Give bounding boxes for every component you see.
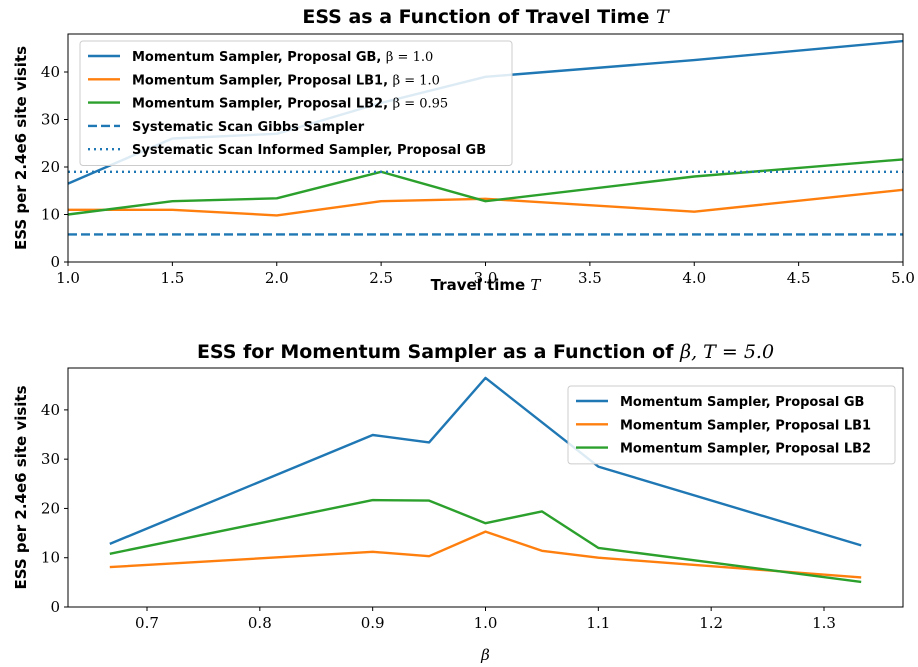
legend-box [79,40,513,166]
legend-label: Momentum Sampler, Proposal GB [620,395,864,410]
x-tick-label: 1.0 [56,269,80,287]
legend-label: Systematic Scan Informed Sampler, Propos… [132,143,486,158]
x-tick-label: 1.5 [160,269,184,287]
legend-label: Momentum Sampler, Proposal LB2 [620,442,871,457]
x-axis-label: β [480,646,490,664]
series-line-2 [68,188,904,217]
y-tick-label: 0 [50,598,60,616]
legend: Momentum Sampler, Proposal GB, β = 1.0 Mo… [79,40,513,166]
x-tick-label: 0.9 [361,614,385,632]
y-tick-label: 20 [41,158,60,176]
chart-title: ESS as a Function of Travel Time T [302,6,670,28]
x-tick-label: 3.5 [578,269,602,287]
series-line-3 [67,158,904,216]
x-tick-label: 1.2 [699,614,723,632]
x-tick-label: 1.0 [474,614,498,632]
x-tick-label: 3.0 [474,269,498,287]
x-tick-label: 2.5 [369,269,393,287]
y-tick-label: 10 [41,206,60,224]
y-tick-label: 10 [41,549,60,567]
y-tick-label: 30 [41,111,60,129]
y-tick-label: 40 [41,401,60,419]
series-line-3 [109,498,862,584]
y-axis-label: ESS per 2.4e6 site visits [12,46,30,250]
x-tick-label: 5.0 [891,269,915,287]
legend-label: Momentum Sampler, Proposal LB2, β = 0.95 [132,97,448,112]
x-tick-label: 2.0 [265,269,289,287]
x-axis-label: Travel time T [431,276,542,294]
x-tick-label: 4.5 [787,269,811,287]
x-tick-label: 1.1 [586,614,610,632]
legend-label: Momentum Sampler, Proposal LB1, β = 1.0 [132,73,440,88]
chart-1: ESS as a Function of Travel Time T 1.0 1.5… [12,6,915,294]
legend-box [567,385,896,465]
x-tick-label: 1.3 [812,614,836,632]
legend-label: Momentum Sampler, Proposal LB1 [620,418,871,433]
chart-title: ESS for Momentum Sampler as a Function o… [197,341,774,363]
x-tick-label: 4.0 [682,269,706,287]
y-tick-label: 40 [41,63,60,81]
x-tick-label: 0.7 [135,614,159,632]
y-tick-label: 20 [41,499,60,517]
legend-label: Systematic Scan Gibbs Sampler [132,120,365,135]
series-line-1 [109,376,862,547]
legend-label: Momentum Sampler, Proposal GB, β = 1.0 [132,50,433,65]
series-line-2 [109,530,862,579]
legend: Momentum Sampler, Proposal GB Momentum Sa… [567,385,896,465]
x-tick-label: 0.8 [248,614,272,632]
y-tick-label: 30 [41,450,60,468]
y-tick-label: 0 [50,253,60,271]
chart-2: ESS for Momentum Sampler as a Function o… [12,341,904,664]
y-axis-label: ESS per 2.4e6 site visits [12,385,30,589]
series-group [109,376,862,584]
